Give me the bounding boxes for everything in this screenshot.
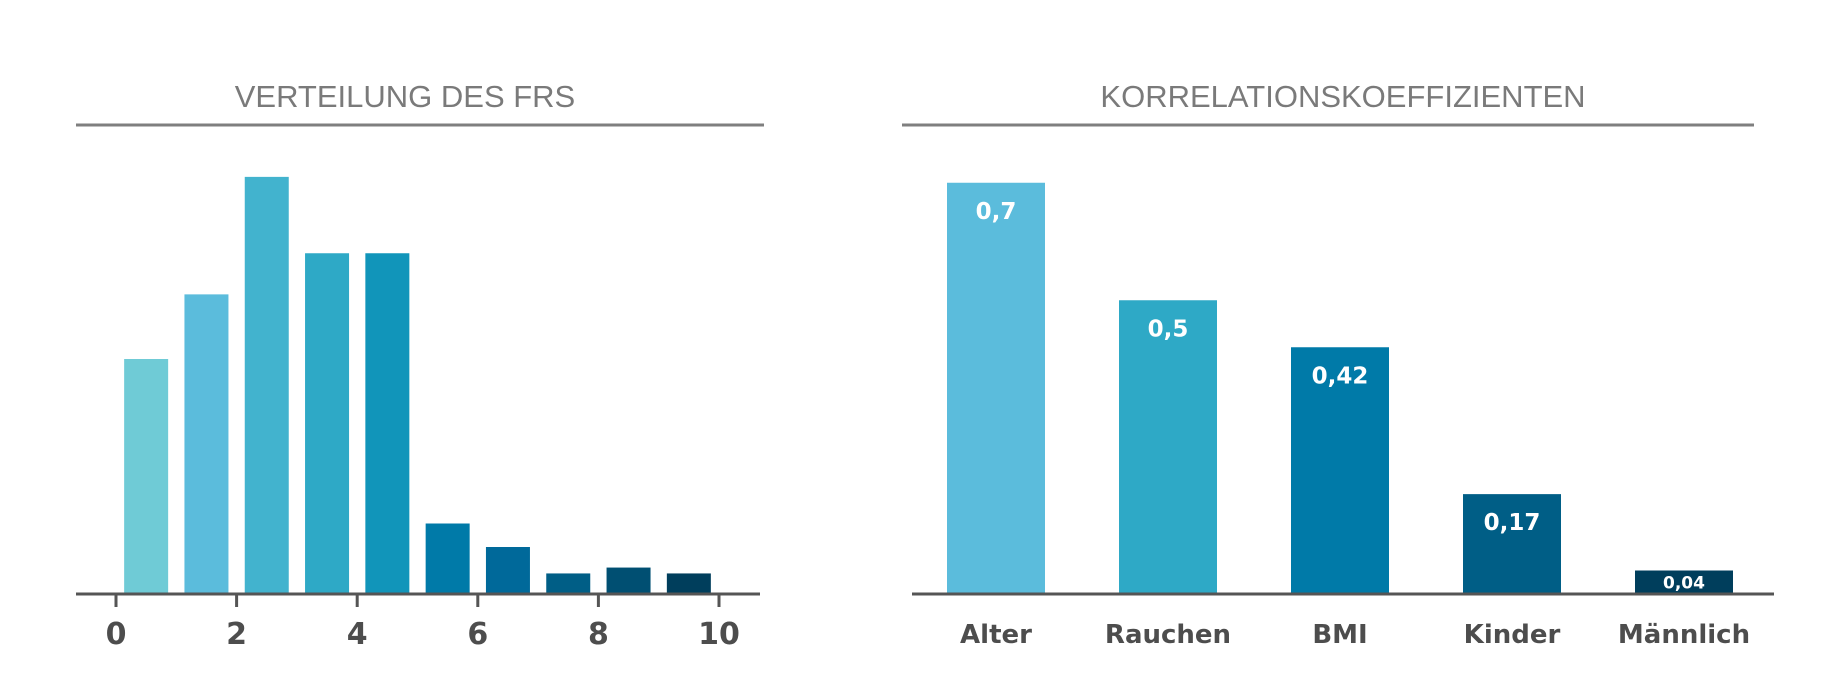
frs-bar-9 [666, 573, 711, 594]
frs-bar-2 [244, 176, 289, 594]
correlation-category-label: Männlich [1618, 620, 1750, 650]
correlation-bar-kinder [1463, 494, 1561, 594]
correlation-category-label: Alter [960, 620, 1032, 650]
correlation-category-label: Kinder [1464, 620, 1561, 650]
correlation-category-label: Rauchen [1105, 620, 1231, 650]
frs-tick-label: 8 [588, 617, 609, 652]
frs-tick-label: 4 [347, 617, 368, 652]
frs-bar-3 [305, 253, 350, 594]
frs-bar-8 [606, 567, 651, 594]
correlation-value-label: 0,7 [976, 199, 1017, 225]
correlation-value-label: 0,04 [1663, 573, 1705, 593]
chart-title-correlation: KORRELATIONSKOEFFIZIENTEN [1100, 79, 1585, 114]
frs-bars [124, 176, 711, 594]
correlation-value-label: 0,17 [1484, 510, 1541, 536]
frs-tick-label: 10 [698, 617, 740, 652]
correlation-bar-bmi [1291, 347, 1389, 594]
frs-bar-1 [184, 294, 229, 594]
frs-bar-5 [425, 523, 470, 594]
frs-bar-4 [365, 253, 410, 594]
correlation-value-label: 0,42 [1312, 363, 1369, 389]
correlation-bars: 0,7 0,5 0,42 0,17 0,04 [947, 182, 1733, 594]
correlation-categories: Alter Rauchen BMI Kinder Männlich [960, 620, 1750, 650]
correlation-value-label: 0,5 [1148, 316, 1189, 342]
frs-bar-0 [124, 359, 169, 594]
correlation-bar-rauchen [1119, 300, 1217, 594]
frs-bar-7 [546, 573, 591, 594]
frs-bar-6 [485, 547, 530, 594]
frs-tick-label: 2 [226, 617, 247, 652]
frs-tick-label: 0 [106, 617, 127, 652]
correlation-bar-alter [947, 182, 1045, 594]
frs-tick-label: 6 [467, 617, 488, 652]
correlation-category-label: BMI [1312, 620, 1367, 650]
frs-ticks: 0 2 4 6 8 10 [106, 594, 740, 652]
correlation-bar-männlich [1635, 570, 1733, 594]
chart-title-frs: VERTEILUNG DES FRS [235, 79, 576, 114]
